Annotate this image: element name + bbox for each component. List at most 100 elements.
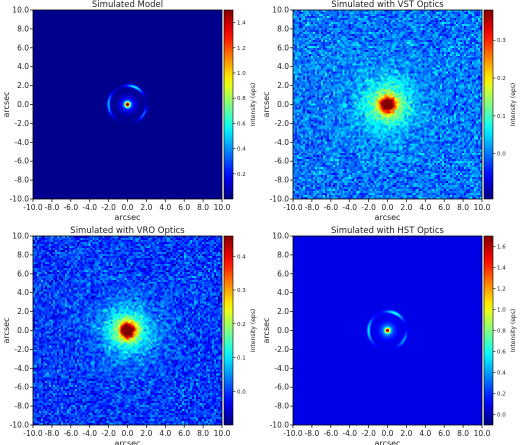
y-tick-label: 4.0 — [17, 62, 29, 71]
panel-title: Simulated with HST Optics — [331, 226, 445, 236]
x-axis-label: arcsec — [115, 439, 141, 445]
colorbar-tick-label: 1.0 — [497, 308, 506, 314]
x-tick-label: 10.0 — [474, 429, 491, 438]
y-tick-label: -6.0 — [14, 157, 29, 166]
colorbar-tick-label: 1.2 — [497, 287, 506, 293]
colorbar-label: Intensity (eps) — [510, 83, 517, 126]
x-tick-label: -8.0 — [305, 429, 320, 438]
colorbar-label: Intensity (eps) — [510, 309, 517, 352]
panel-title: Simulated Model — [92, 0, 163, 10]
panel-title: Simulated with VRO Optics — [70, 226, 185, 236]
colorbar-tick-label: 0.2 — [237, 172, 246, 178]
y-axis-label: arcsec — [262, 92, 271, 118]
y-tick-label: 8.0 — [17, 250, 29, 259]
y-tick-label: -8.0 — [274, 402, 289, 411]
x-tick-label: -8.0 — [45, 429, 60, 438]
colorbar-label: Intensity (eps) — [250, 83, 257, 126]
colorbar-tick-label: 0.2 — [497, 76, 506, 82]
colorbar-tick-label: 1.0 — [237, 71, 246, 77]
panel-3: Simulated with VRO Optics-10.0 -8.0 -6.0 -4… — [2, 226, 257, 445]
x-tick-label: -2.0 — [101, 203, 116, 212]
colorbar-tick-label: 0.1 — [237, 356, 246, 362]
colorbar-tick-label: 0.1 — [497, 114, 506, 120]
y-tick-label: -2.0 — [14, 345, 29, 354]
y-tick-label: 2.0 — [17, 81, 29, 90]
y-tick-label: -10.0 — [270, 421, 290, 430]
y-tick-label: 4.0 — [17, 288, 29, 297]
y-tick-label: 4.0 — [277, 62, 289, 71]
x-tick-label: 4.0 — [419, 203, 431, 212]
x-tick-label: 10.0 — [214, 429, 231, 438]
x-tick-label: 10.0 — [214, 203, 231, 212]
x-tick-label: 0.0 — [122, 203, 134, 212]
x-tick-label: -2.0 — [101, 429, 116, 438]
panel-title: Simulated with VST Optics — [331, 0, 444, 10]
y-tick-label: -4.0 — [14, 364, 29, 373]
y-tick-label: -2.0 — [274, 119, 289, 128]
panel-2: Simulated with VST Optics -10.0 -8.0 -6.0 -4… — [262, 0, 517, 222]
x-tick-label: -6.0 — [63, 203, 78, 212]
y-tick-label: 2.0 — [277, 81, 289, 90]
x-tick-label: 8.0 — [197, 429, 209, 438]
colorbar-tick-label: 0.0 — [497, 413, 506, 419]
x-tick-label: -4.0 — [82, 429, 97, 438]
colorbar-tick-label: 1.6 — [497, 245, 506, 251]
y-tick-label: 10.0 — [12, 6, 29, 15]
colorbar-tick-label: 0.4 — [497, 371, 506, 377]
y-tick-label: -6.0 — [14, 383, 29, 392]
y-tick-label: 10.0 — [272, 232, 289, 241]
x-tick-label: 4.0 — [159, 429, 171, 438]
y-tick-label: -2.0 — [14, 119, 29, 128]
y-tick-label: -4.0 — [274, 364, 289, 373]
colorbar-tick-label: 0.4 — [237, 254, 246, 260]
x-tick-label: 2.0 — [140, 429, 152, 438]
y-tick-label: -2.0 — [274, 345, 289, 354]
y-tick-label: -4.0 — [274, 138, 289, 147]
y-tick-label: 8.0 — [17, 24, 29, 33]
y-tick-label: -6.0 — [274, 383, 289, 392]
colorbar-tick-label: 0.0 — [237, 389, 246, 395]
x-tick-label: 4.0 — [159, 203, 171, 212]
x-tick-label: 0.0 — [122, 429, 134, 438]
colorbar-tick-label: 0.3 — [237, 288, 246, 294]
y-tick-label: -6.0 — [274, 157, 289, 166]
colorbar-tick-label: 0.8 — [497, 329, 506, 335]
x-tick-label: -8.0 — [45, 203, 60, 212]
x-tick-label: -10.0 — [23, 429, 43, 438]
y-tick-label: 4.0 — [277, 288, 289, 297]
colorbar — [223, 235, 234, 426]
colorbar-tick-label: 0.0 — [497, 152, 506, 158]
x-tick-label: 8.0 — [457, 429, 469, 438]
x-tick-label: -6.0 — [63, 429, 78, 438]
y-tick-label: -10.0 — [10, 195, 30, 204]
colorbar-tick-label: 0.2 — [497, 392, 506, 398]
y-tick-label: -10.0 — [10, 421, 30, 430]
x-tick-label: -2.0 — [361, 203, 376, 212]
y-tick-label: -8.0 — [274, 176, 289, 185]
y-tick-label: 0.0 — [17, 100, 29, 109]
y-tick-label: 0.0 — [277, 100, 289, 109]
y-axis-label: arcsec — [2, 92, 11, 118]
y-tick-label: 8.0 — [277, 24, 289, 33]
x-tick-label: 4.0 — [419, 429, 431, 438]
x-tick-label: -10.0 — [23, 203, 43, 212]
y-tick-label: 8.0 — [277, 250, 289, 259]
y-tick-label: 6.0 — [17, 43, 29, 52]
x-tick-label: 2.0 — [140, 203, 152, 212]
x-tick-label: -10.0 — [283, 203, 303, 212]
panel-4: Simulated with HST Optics -10.0 -8.0 -6.0 -4… — [262, 226, 517, 445]
x-tick-label: 0.0 — [382, 203, 394, 212]
y-tick-label: -8.0 — [14, 176, 29, 185]
panel-1: Simulated Model-10.0 -8.0 -6.0 -4.0 -2.0 0.0 2… — [2, 0, 257, 222]
x-axis-label: arcsec — [115, 213, 141, 222]
y-tick-label: 6.0 — [277, 43, 289, 52]
colorbar-tick-label: 0.6 — [237, 121, 246, 127]
y-tick-label: 10.0 — [12, 232, 29, 241]
colorbar-tick-label: 0.2 — [237, 322, 246, 328]
x-axis-label: arcsec — [375, 213, 401, 222]
x-tick-label: 6.0 — [438, 429, 450, 438]
y-axis-label: arcsec — [2, 318, 11, 344]
x-tick-label: 0.0 — [382, 429, 394, 438]
colorbar-tick-label: 1.4 — [237, 21, 246, 27]
